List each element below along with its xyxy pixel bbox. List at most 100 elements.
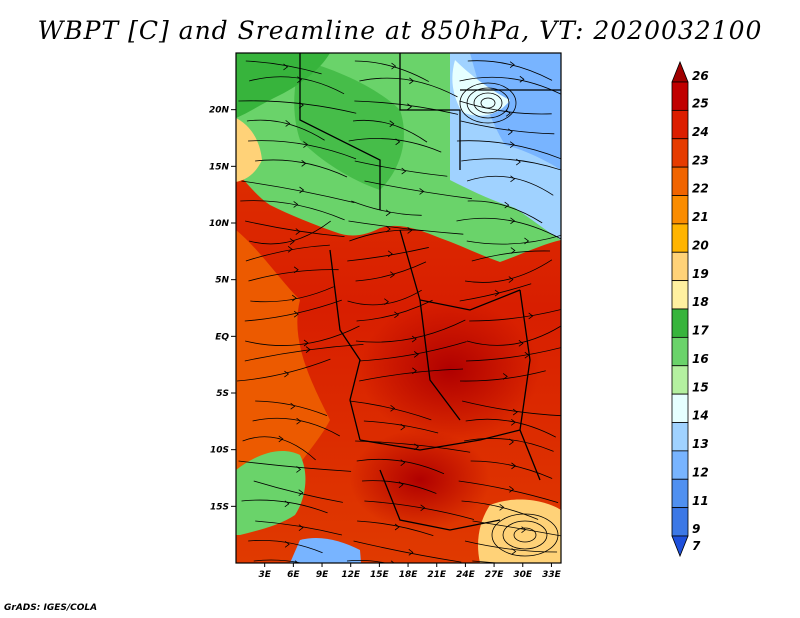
streamline-arrow <box>509 438 514 446</box>
sw-green-region <box>236 450 306 535</box>
colorbar-swatch <box>671 422 689 452</box>
streamline <box>459 370 546 382</box>
streamline <box>352 119 428 143</box>
streamline <box>238 460 352 472</box>
colorbar-bottom-arrow <box>671 535 689 558</box>
streamline-arrow <box>411 335 417 343</box>
streamline <box>349 400 432 421</box>
longitude-axis: 3E 6E 9E 12E 15E 18E 21E 24E 27E 30E 33E <box>258 563 562 580</box>
vortex-ring <box>480 97 496 109</box>
streamline-arrow <box>511 418 516 426</box>
streamline-arrow <box>285 120 291 127</box>
colorbar-label: 19 <box>692 267 709 281</box>
lon-label: 3E <box>258 570 271 580</box>
streamline-arrow <box>398 481 404 489</box>
vortex-ring <box>466 87 510 119</box>
streamline-arrow <box>293 310 299 318</box>
streamline <box>248 140 357 160</box>
sand-region <box>236 118 262 182</box>
streamline-arrow <box>391 62 397 70</box>
lat-label: 10S <box>210 446 229 456</box>
colorbar-label: 18 <box>692 295 709 309</box>
streamline-arrow <box>400 423 406 431</box>
colorbar-label: 12 <box>692 465 709 479</box>
streamline <box>357 520 434 537</box>
streamline <box>363 420 439 434</box>
colorbar-label: 14 <box>692 409 709 423</box>
streamline <box>466 175 554 196</box>
streamline-arrow <box>528 312 534 320</box>
colorbar-swatch <box>671 450 689 480</box>
streamline-arrow <box>284 370 290 378</box>
streamline-arrow <box>284 540 290 548</box>
vortex-ring <box>502 520 548 550</box>
colorbar-swatch <box>671 507 689 537</box>
streamline <box>244 299 342 322</box>
streamlines <box>237 60 561 563</box>
colorbar-label: 11 <box>692 494 709 508</box>
streamline-arrow <box>395 138 401 146</box>
vortex-ring <box>491 513 559 557</box>
streamline-arrow <box>296 466 302 473</box>
streamline-arrow <box>509 486 515 493</box>
streamline-arrow <box>385 209 391 217</box>
streamline-arrow <box>394 311 400 319</box>
streamline-arrow <box>499 503 505 511</box>
streamline-arrow <box>387 250 393 258</box>
streamline-arrow <box>511 462 517 470</box>
streamline-arrow <box>502 373 508 380</box>
colorbar-label: 15 <box>692 380 709 394</box>
streamline-arrow <box>293 266 299 274</box>
vortex-ring <box>513 527 537 543</box>
colorbar-label: 22 <box>692 182 709 196</box>
streamline-arrow <box>303 141 309 148</box>
lon-label: 21E <box>427 570 447 580</box>
streamline <box>356 299 433 322</box>
streamline <box>245 220 345 238</box>
streamline <box>362 480 437 494</box>
streamline-arrow <box>293 201 299 208</box>
streamline-arrow <box>390 405 396 412</box>
colorbar-label: 23 <box>692 153 709 167</box>
streamline <box>469 309 561 322</box>
lon-label: 9E <box>316 570 329 580</box>
streamline <box>465 418 556 438</box>
streamline <box>253 480 343 503</box>
streamline <box>348 220 464 235</box>
streamline-arrow <box>384 298 389 306</box>
streamline <box>355 261 427 282</box>
streamline <box>461 500 539 520</box>
streamline <box>252 417 341 437</box>
streamline <box>459 283 532 302</box>
chart-title: WBPT [C] and Sreamline at 850hPa, VT: 20… <box>37 16 763 45</box>
streamline-arrow <box>385 225 391 233</box>
lat-label: 15N <box>209 162 230 172</box>
credit-label: GrADS: IGES/COLA <box>4 603 98 613</box>
streamline-arrow <box>298 489 304 497</box>
streamline-arrow <box>287 245 293 253</box>
streamline-arrow <box>289 238 295 245</box>
se-sand-region <box>478 499 561 563</box>
colorbar-label: 24 <box>692 125 709 139</box>
streamline-arrow <box>515 158 521 166</box>
streamline-arrow <box>284 500 290 508</box>
streamline <box>249 220 331 245</box>
streamline-arrow <box>278 435 284 443</box>
colorbar-swatch <box>671 251 689 282</box>
colorbar-label: 7 <box>692 539 701 553</box>
streamline <box>461 158 561 171</box>
streamline-arrow <box>294 560 299 563</box>
streamline <box>353 540 462 563</box>
streamline <box>238 100 357 114</box>
wbpt-field <box>236 53 561 563</box>
colorbar: 26 25 24 23 22 21 20 19 18 17 16 15 14 13 12 11 9 7 <box>671 60 709 558</box>
streamline <box>464 259 553 283</box>
streamline-arrow <box>494 289 500 297</box>
streamline <box>354 100 459 115</box>
streamline-arrow <box>504 201 510 209</box>
streamline-arrow <box>507 128 513 136</box>
colorbar-label: 17 <box>692 324 709 338</box>
streamline-arrow <box>303 339 309 347</box>
streamline-arrow <box>508 276 514 283</box>
